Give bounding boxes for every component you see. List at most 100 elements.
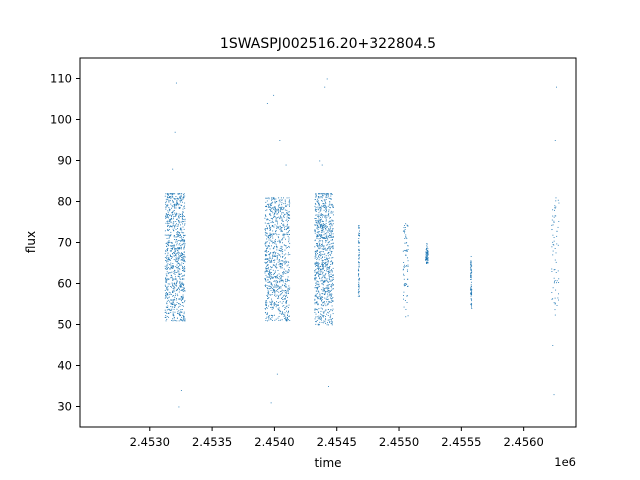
data-point: [321, 257, 323, 258]
data-point: [287, 287, 289, 289]
data-point: [273, 208, 275, 210]
data-point: [177, 231, 179, 233]
data-point: [319, 255, 321, 257]
data-point: [318, 312, 320, 313]
data-point: [172, 206, 174, 208]
data-point: [288, 230, 290, 232]
data-point: [330, 193, 332, 195]
data-point: [315, 196, 317, 197]
data-point: [171, 299, 173, 301]
data-point: [171, 292, 173, 293]
data-point: [276, 304, 278, 306]
data-point: [331, 298, 333, 299]
data-point: [286, 319, 288, 321]
data-point: [165, 320, 167, 322]
data-point: [168, 258, 170, 260]
data-point: [426, 245, 428, 247]
data-point: [172, 256, 174, 258]
data-point: [285, 317, 287, 319]
data-point: [167, 229, 169, 231]
data-point: [331, 323, 333, 325]
data-point: [280, 280, 282, 282]
data-point: [175, 228, 177, 230]
data-point: [555, 289, 557, 291]
data-point: [172, 285, 173, 287]
data-point: [174, 296, 176, 298]
data-point: [272, 230, 274, 232]
data-point: [318, 197, 319, 199]
data-point: [325, 273, 327, 275]
data-point: [179, 243, 181, 245]
data-point: [318, 222, 320, 224]
data-point: [181, 300, 182, 302]
data-point: [319, 243, 321, 245]
data-point: [289, 246, 290, 248]
data-point: [279, 218, 281, 220]
data-point: [321, 228, 323, 230]
data-point: [166, 234, 168, 236]
data-point: [321, 248, 323, 250]
data-point: [172, 222, 174, 224]
data-point: [176, 202, 178, 204]
data-point: [318, 257, 320, 259]
data-point: [184, 300, 186, 302]
data-point: [284, 318, 286, 319]
data-point: [174, 252, 176, 254]
data-point: [176, 242, 178, 244]
data-point: [331, 270, 333, 272]
data-point: [322, 308, 324, 310]
data-point: [317, 253, 318, 255]
data-point: [170, 274, 172, 276]
data-point: [182, 226, 184, 228]
data-point: [322, 271, 324, 273]
data-point: [284, 294, 286, 296]
data-point: [357, 292, 359, 293]
data-point: [184, 216, 185, 217]
data-point-outlier: [554, 140, 556, 141]
data-point: [267, 279, 269, 281]
data-point: [324, 270, 326, 271]
data-point: [279, 286, 281, 288]
data-point: [171, 267, 173, 269]
data-point: [322, 280, 324, 282]
data-point: [272, 221, 274, 223]
data-point: [270, 287, 272, 289]
data-point: [173, 303, 175, 305]
data-point: [280, 265, 282, 267]
data-point: [328, 210, 330, 212]
data-point: [323, 237, 325, 239]
data-point: [271, 266, 273, 268]
y-tick-label: 60: [57, 277, 72, 291]
data-point: [553, 221, 555, 223]
data-point: [177, 219, 179, 221]
data-point: [326, 206, 328, 208]
data-point: [322, 315, 324, 317]
data-point: [322, 262, 324, 263]
data-point: [427, 258, 429, 260]
data-point: [270, 276, 272, 278]
data-point: [176, 244, 178, 246]
data-point: [318, 202, 320, 204]
data-point: [169, 234, 171, 236]
data-point: [427, 259, 429, 261]
data-point: [287, 288, 289, 290]
data-point-outlier: [273, 94, 275, 96]
data-point: [277, 302, 279, 303]
data-point: [326, 293, 328, 295]
data-point: [315, 263, 317, 265]
data-point: [271, 197, 273, 199]
data-point: [179, 207, 181, 209]
data-point: [327, 286, 329, 288]
data-point: [325, 219, 327, 221]
data-point: [288, 204, 290, 206]
data-point: [182, 314, 184, 316]
data-point-outlier: [328, 386, 329, 387]
data-point: [323, 254, 325, 256]
data-point: [319, 224, 321, 226]
data-point: [169, 214, 171, 216]
data-point: [317, 202, 319, 204]
data-point: [179, 312, 180, 314]
data-point: [182, 267, 183, 269]
data-point: [181, 219, 183, 221]
data-point: [425, 251, 427, 253]
